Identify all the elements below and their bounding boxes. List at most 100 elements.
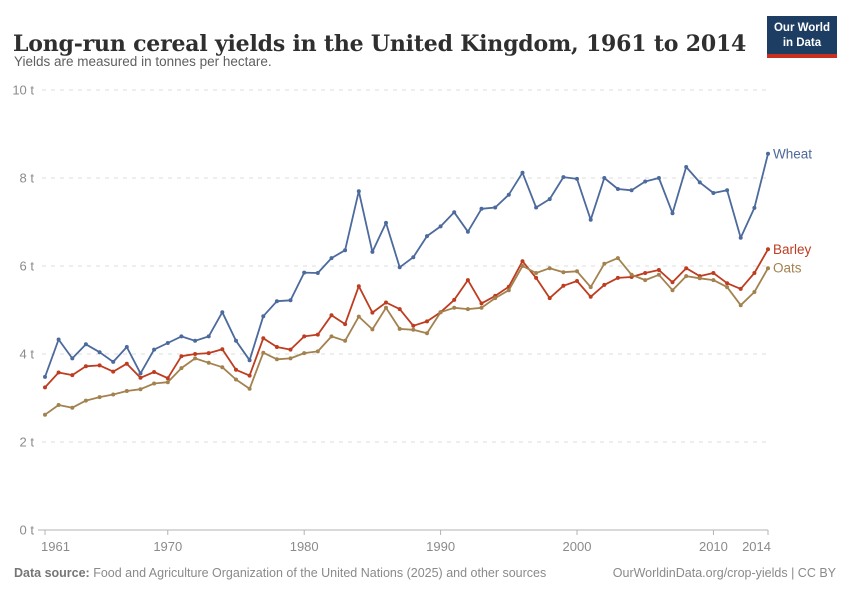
data-point-wheat[interactable] [111, 359, 116, 364]
data-point-barley[interactable] [288, 347, 293, 352]
data-point-wheat[interactable] [602, 176, 607, 180]
data-point-oats[interactable] [479, 305, 484, 310]
data-point-oats[interactable] [356, 314, 361, 319]
data-point-wheat[interactable] [356, 189, 361, 194]
data-point-barley[interactable] [152, 370, 157, 374]
data-point-wheat[interactable] [711, 191, 716, 195]
data-point-wheat[interactable] [452, 210, 457, 215]
data-point-wheat[interactable] [506, 192, 511, 197]
data-point-barley[interactable] [165, 376, 170, 381]
data-point-wheat[interactable] [425, 234, 429, 239]
data-point-barley[interactable] [124, 361, 129, 366]
data-point-oats[interactable] [302, 351, 307, 356]
data-point-oats[interactable] [247, 386, 252, 391]
data-point-oats[interactable] [738, 303, 743, 308]
data-point-oats[interactable] [697, 276, 702, 281]
data-point-oats[interactable] [70, 405, 75, 410]
data-point-oats[interactable] [561, 270, 566, 275]
data-point-wheat[interactable] [615, 187, 620, 191]
data-point-wheat[interactable] [261, 314, 266, 319]
data-point-wheat[interactable] [752, 205, 757, 210]
data-point-barley[interactable] [615, 275, 620, 280]
data-point-wheat[interactable] [315, 271, 320, 275]
data-point-wheat[interactable] [479, 206, 484, 211]
data-point-barley[interactable] [479, 301, 484, 306]
data-point-oats[interactable] [220, 365, 225, 370]
series-line-oats[interactable] [44, 257, 769, 416]
data-point-oats[interactable] [520, 264, 525, 268]
data-point-barley[interactable] [56, 370, 61, 375]
data-point-oats[interactable] [615, 256, 620, 261]
data-point-wheat[interactable] [384, 220, 388, 225]
data-point-wheat[interactable] [220, 310, 225, 315]
data-point-barley[interactable] [520, 259, 525, 264]
data-point-wheat[interactable] [697, 180, 702, 185]
data-point-wheat[interactable] [725, 188, 730, 193]
data-point-oats[interactable] [752, 290, 757, 294]
data-point-barley[interactable] [384, 300, 388, 305]
data-point-barley[interactable] [752, 271, 757, 275]
data-point-barley[interactable] [274, 345, 279, 349]
data-point-wheat[interactable] [493, 205, 498, 210]
data-point-oats[interactable] [43, 412, 47, 417]
data-point-oats[interactable] [534, 271, 539, 275]
data-point-oats[interactable] [152, 381, 157, 386]
data-point-wheat[interactable] [465, 229, 470, 234]
data-point-barley[interactable] [97, 363, 102, 368]
series-line-wheat[interactable] [44, 152, 769, 378]
data-point-wheat[interactable] [575, 176, 579, 181]
data-point-oats[interactable] [425, 331, 429, 336]
data-point-wheat[interactable] [561, 175, 566, 180]
data-point-oats[interactable] [138, 387, 143, 392]
data-point-oats[interactable] [711, 278, 716, 283]
data-point-barley[interactable] [575, 279, 579, 283]
data-point-barley[interactable] [83, 364, 88, 369]
data-point-wheat[interactable] [152, 347, 157, 352]
data-point-oats[interactable] [111, 392, 116, 397]
data-point-wheat[interactable] [97, 350, 102, 355]
data-point-wheat[interactable] [165, 341, 170, 345]
data-point-barley[interactable] [684, 266, 689, 271]
data-point-wheat[interactable] [193, 338, 198, 343]
data-point-barley[interactable] [656, 268, 661, 272]
data-point-oats[interactable] [370, 327, 375, 332]
data-point-wheat[interactable] [179, 334, 184, 339]
data-point-oats[interactable] [329, 334, 334, 339]
data-point-oats[interactable] [343, 338, 348, 343]
data-point-barley[interactable] [738, 286, 743, 291]
data-point-barley[interactable] [547, 296, 552, 301]
data-point-oats[interactable] [179, 366, 184, 371]
data-point-wheat[interactable] [370, 249, 375, 254]
data-point-oats[interactable] [602, 261, 607, 266]
data-point-oats[interactable] [397, 326, 402, 331]
data-point-barley[interactable] [329, 313, 334, 318]
data-point-wheat[interactable] [234, 338, 238, 343]
data-point-barley[interactable] [356, 284, 361, 289]
data-point-barley[interactable] [725, 281, 730, 286]
data-point-barley[interactable] [234, 367, 238, 372]
owid-url-license[interactable]: OurWorldinData.org/crop-yields | CC BY [612, 566, 836, 580]
data-point-wheat[interactable] [329, 256, 334, 261]
data-point-barley[interactable] [588, 294, 593, 299]
data-point-barley[interactable] [343, 322, 348, 327]
data-point-wheat[interactable] [43, 374, 47, 379]
data-point-barley[interactable] [425, 319, 429, 324]
data-point-barley[interactable] [643, 271, 648, 275]
data-point-barley[interactable] [465, 278, 470, 283]
data-point-oats[interactable] [234, 377, 238, 382]
data-point-barley[interactable] [561, 283, 566, 288]
data-point-barley[interactable] [766, 247, 770, 252]
data-point-oats[interactable] [465, 307, 470, 312]
data-point-barley[interactable] [602, 282, 607, 287]
data-point-wheat[interactable] [588, 217, 593, 222]
data-point-wheat[interactable] [684, 165, 689, 169]
data-point-wheat[interactable] [438, 224, 443, 229]
data-point-oats[interactable] [384, 305, 388, 310]
data-point-barley[interactable] [193, 352, 198, 356]
data-point-oats[interactable] [629, 272, 634, 277]
data-point-wheat[interactable] [411, 255, 416, 260]
data-point-oats[interactable] [766, 266, 770, 271]
data-point-barley[interactable] [411, 323, 416, 328]
data-point-barley[interactable] [534, 275, 539, 280]
data-point-oats[interactable] [438, 310, 443, 315]
